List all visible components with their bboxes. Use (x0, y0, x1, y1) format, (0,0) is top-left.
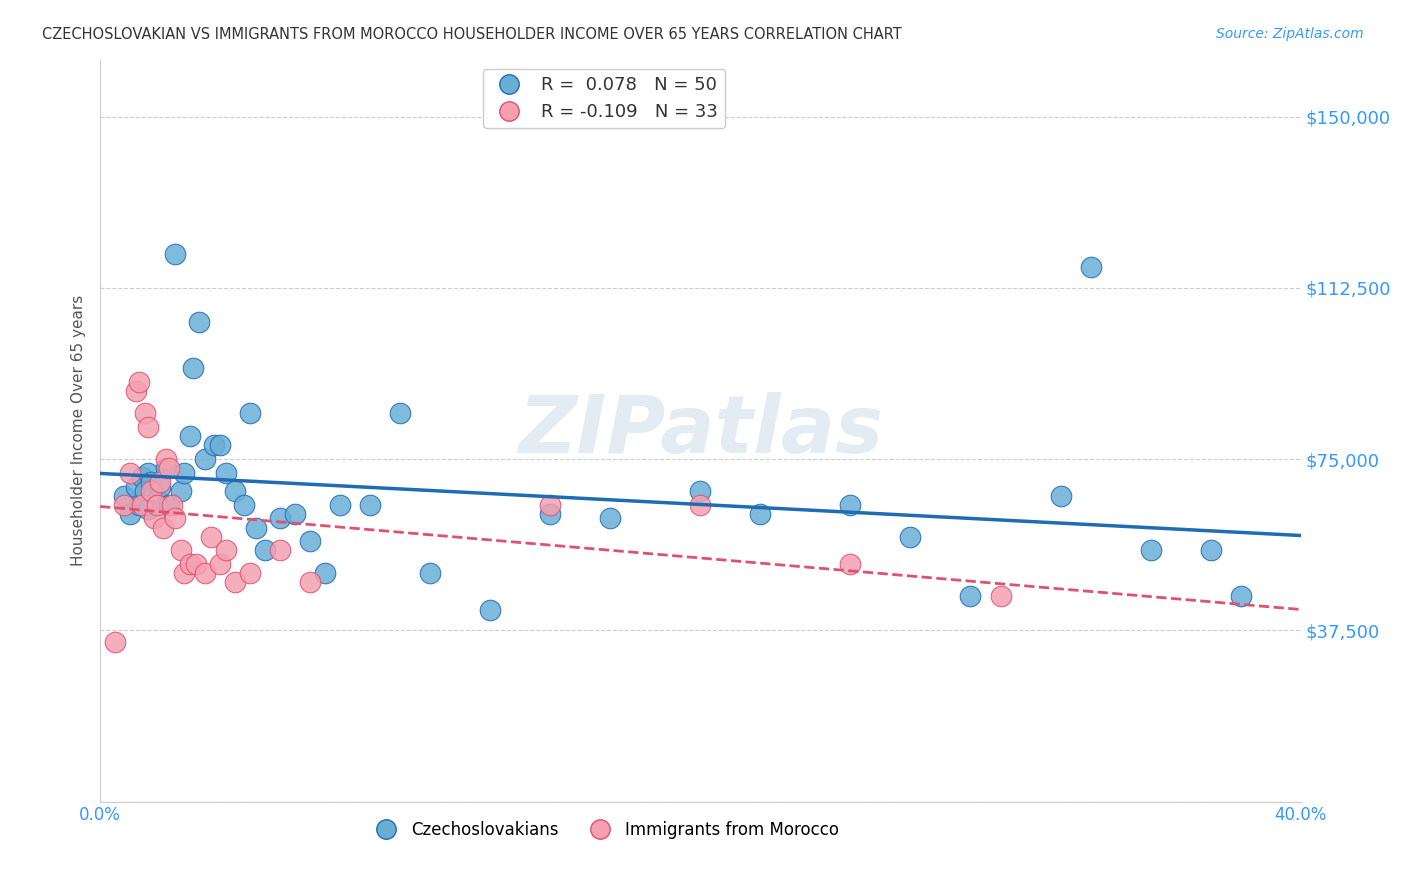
Point (157, 461, 180, 475)
Point (224, 484, 246, 499)
Point (143, 486, 166, 500)
Point (181, 360, 204, 375)
Point (143, 511, 166, 525)
Y-axis label: Householder Income Over 65 years: Householder Income Over 65 years (72, 295, 86, 566)
Point (599, 511, 621, 525)
Point (990, 589, 1012, 603)
Point (538, 498, 561, 512)
Point (689, 498, 711, 512)
Point (959, 589, 981, 603)
Point (1229, 589, 1251, 603)
Point (359, 498, 381, 512)
Point (134, 484, 156, 499)
Point (146, 493, 169, 508)
Point (209, 438, 232, 452)
Point (131, 498, 153, 512)
Point (170, 543, 193, 558)
Point (749, 507, 772, 521)
Point (149, 475, 172, 489)
Point (136, 420, 159, 434)
Point (128, 375, 150, 389)
Text: CZECHOSLOVAKIAN VS IMMIGRANTS FROM MOROCCO HOUSEHOLDER INCOME OVER 65 YEARS CORR: CZECHOSLOVAKIAN VS IMMIGRANTS FROM MOROC… (42, 27, 901, 42)
Point (215, 466, 238, 480)
Point (389, 407, 412, 421)
Point (254, 543, 277, 558)
Point (136, 466, 159, 480)
Point (155, 452, 177, 467)
Point (125, 384, 148, 398)
Point (233, 498, 256, 512)
Point (170, 484, 193, 499)
Point (152, 520, 174, 534)
Point (245, 520, 267, 534)
Point (1080, 260, 1102, 275)
Point (419, 566, 441, 581)
Point (314, 566, 336, 581)
Point (141, 475, 163, 489)
Point (112, 489, 135, 503)
Point (900, 530, 922, 544)
Point (141, 484, 163, 499)
Point (179, 429, 201, 443)
Point (125, 479, 148, 493)
Point (104, 634, 127, 648)
Point (128, 498, 150, 512)
Point (299, 575, 322, 590)
Point (1049, 489, 1071, 503)
Point (173, 466, 195, 480)
Point (299, 534, 322, 549)
Point (269, 543, 291, 558)
Point (194, 452, 217, 467)
Point (284, 507, 307, 521)
Point (134, 407, 156, 421)
Point (131, 470, 153, 484)
Legend: Czechoslovakians, Immigrants from Morocco: Czechoslovakians, Immigrants from Morocc… (363, 814, 846, 846)
Point (538, 507, 561, 521)
Point (112, 498, 135, 512)
Point (839, 557, 862, 571)
Point (839, 498, 862, 512)
Point (165, 246, 187, 260)
Point (186, 557, 208, 571)
Point (1139, 543, 1161, 558)
Point (329, 498, 352, 512)
Point (157, 498, 180, 512)
Text: Source: ZipAtlas.com: Source: ZipAtlas.com (1216, 27, 1364, 41)
Point (173, 566, 195, 581)
Point (179, 557, 201, 571)
Point (479, 603, 502, 617)
Point (689, 484, 711, 499)
Point (165, 511, 187, 525)
Point (155, 461, 177, 475)
Point (160, 498, 183, 512)
Point (120, 507, 142, 521)
Text: ZIPatlas: ZIPatlas (517, 392, 883, 469)
Point (215, 543, 238, 558)
Point (224, 575, 246, 590)
Point (136, 502, 159, 516)
Point (120, 466, 142, 480)
Point (1199, 543, 1222, 558)
Point (194, 566, 217, 581)
Point (149, 479, 172, 493)
Point (239, 407, 262, 421)
Point (202, 438, 225, 452)
Point (209, 557, 232, 571)
Point (146, 498, 169, 512)
Point (188, 315, 211, 329)
Point (200, 530, 222, 544)
Point (239, 566, 262, 581)
Point (269, 511, 291, 525)
